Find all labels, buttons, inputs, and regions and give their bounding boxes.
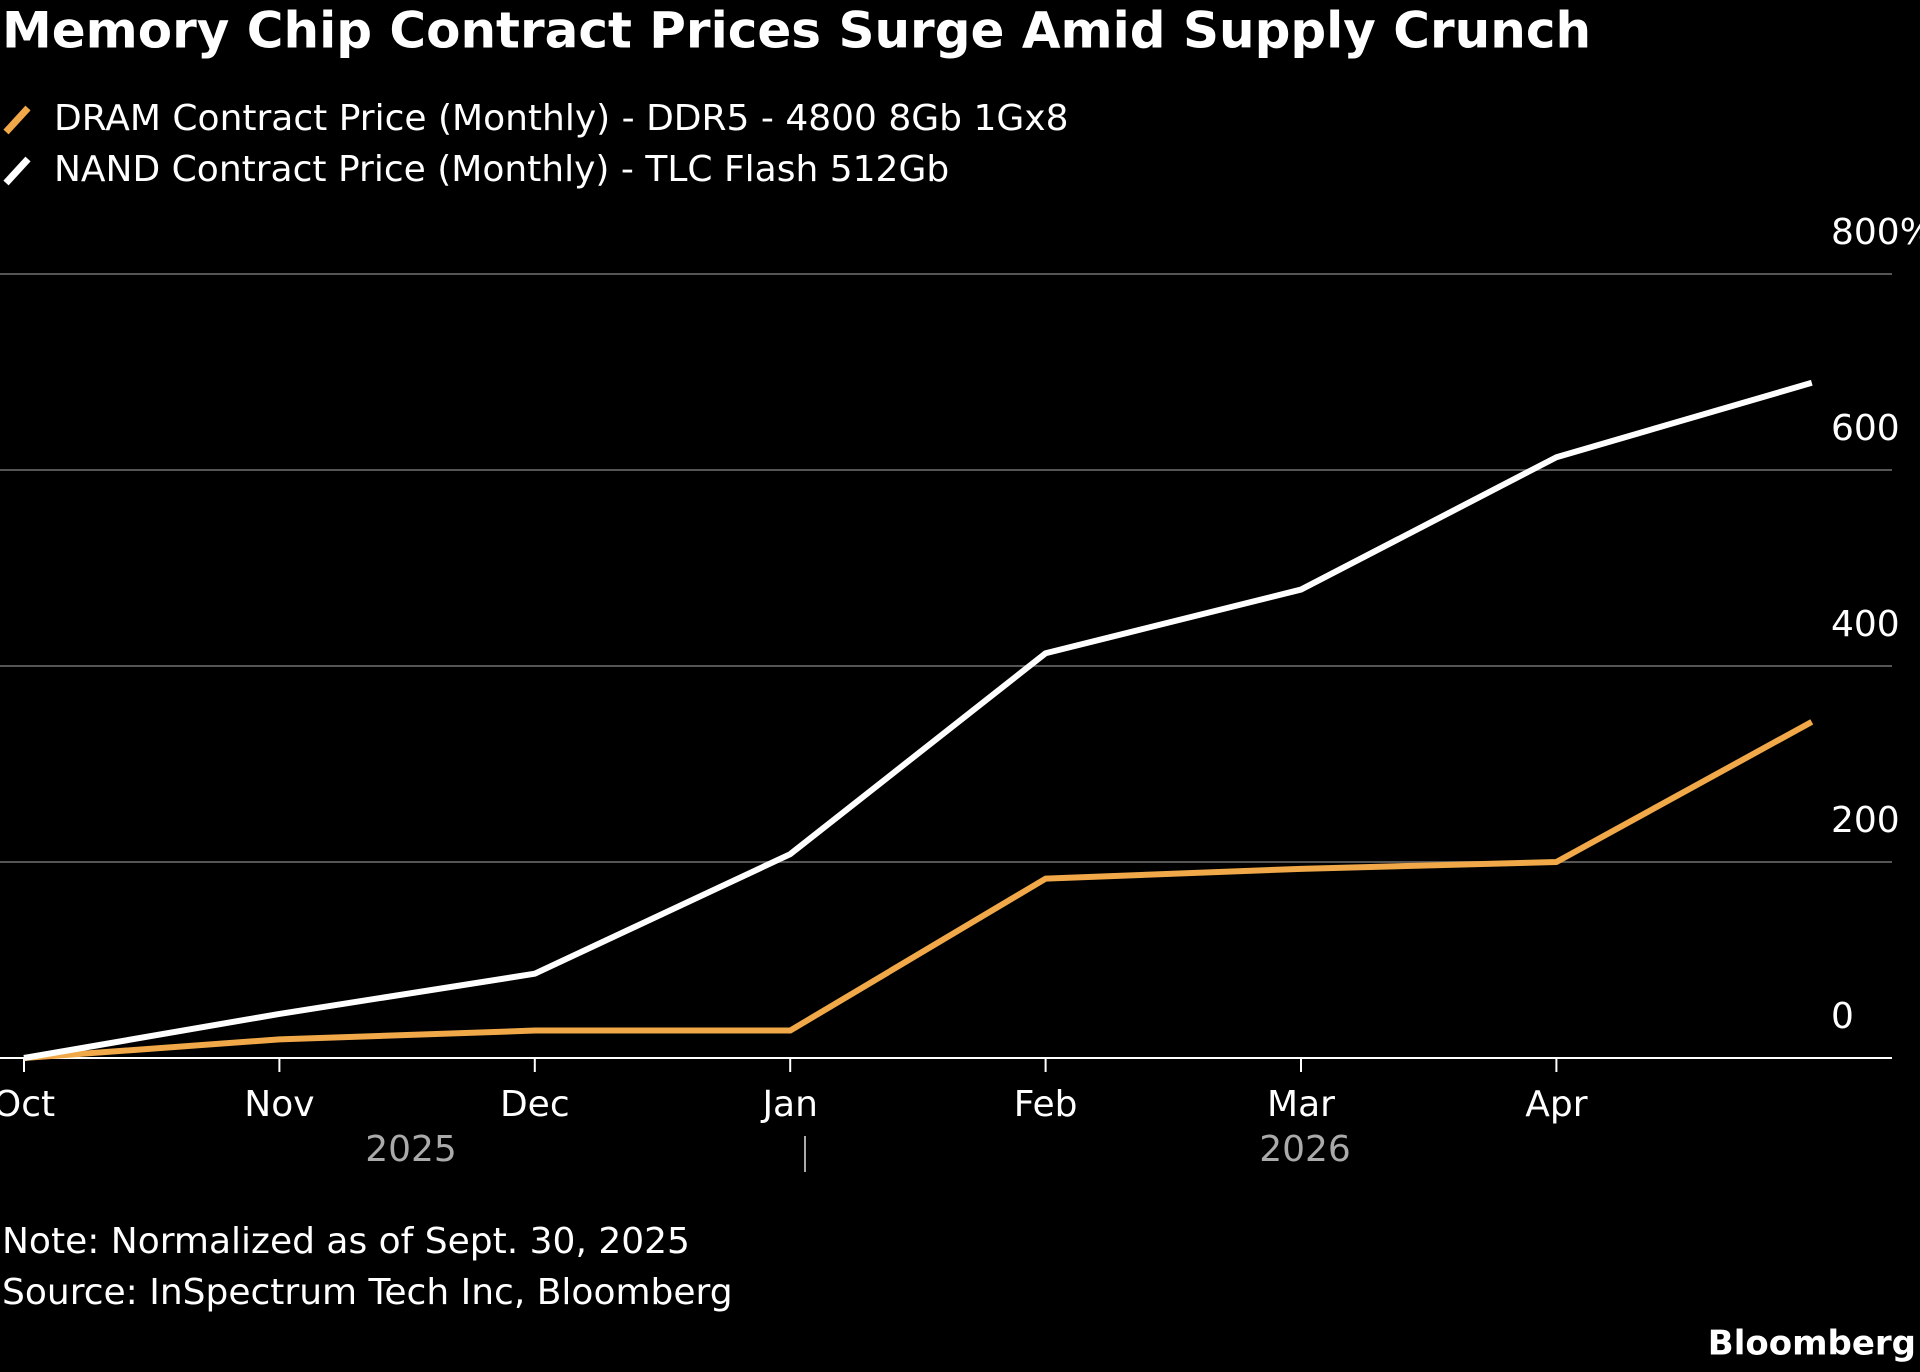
x-tick-label: Nov xyxy=(244,1084,314,1125)
y-tick-label: 200 xyxy=(1831,800,1900,841)
x-tick-label: Apr xyxy=(1525,1084,1587,1125)
x-tick-label: Jan xyxy=(760,1084,818,1125)
note: Note: Normalized as of Sept. 30, 2025 xyxy=(2,1221,690,1262)
year-label: 2026 xyxy=(1259,1129,1351,1170)
source: Source: InSpectrum Tech Inc, Bloomberg xyxy=(2,1272,733,1313)
y-tick-label: 800% xyxy=(1831,212,1920,253)
x-tick-label: Mar xyxy=(1267,1084,1335,1125)
series-line xyxy=(23,379,1813,1061)
chart-title: Memory Chip Contract Prices Surge Amid S… xyxy=(2,2,1591,60)
x-tick-label: Oct xyxy=(0,1084,55,1125)
legend-label: NAND Contract Price (Monthly) - TLC Flas… xyxy=(54,149,949,190)
year-label: 2025 xyxy=(365,1129,457,1170)
y-tick-label: 600 xyxy=(1831,408,1900,449)
legend-swatch xyxy=(3,105,31,135)
credit: Bloomberg xyxy=(1708,1324,1916,1364)
series-line xyxy=(23,719,1814,1061)
x-tick-label: Feb xyxy=(1014,1084,1078,1125)
x-tick-label: Dec xyxy=(500,1084,570,1125)
y-tick-label: 0 xyxy=(1831,996,1854,1037)
legend-swatch xyxy=(3,156,31,186)
legend-label: DRAM Contract Price (Monthly) - DDR5 - 4… xyxy=(54,98,1069,139)
y-tick-label: 400 xyxy=(1831,604,1900,645)
